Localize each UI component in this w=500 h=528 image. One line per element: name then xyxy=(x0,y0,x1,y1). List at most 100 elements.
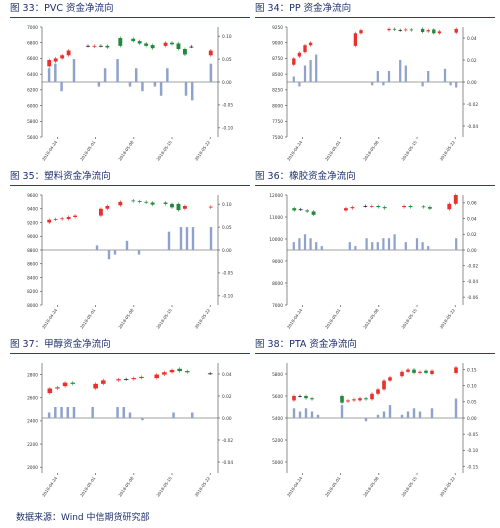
flow-bar xyxy=(116,407,119,418)
flow-bar xyxy=(95,245,99,250)
title-rule xyxy=(255,353,495,354)
flow-bar xyxy=(54,63,57,82)
flow-bar xyxy=(399,60,402,82)
flow-bar xyxy=(47,412,51,418)
flow-bar xyxy=(309,238,312,250)
flow-bar xyxy=(292,408,296,418)
left-tick-label: 6000 xyxy=(27,103,38,109)
flow-bar xyxy=(382,82,385,86)
candle xyxy=(406,369,410,372)
candle xyxy=(131,38,136,42)
flow-bar xyxy=(60,82,63,92)
candle xyxy=(47,388,53,394)
flow-bar xyxy=(172,412,175,418)
flow-bar xyxy=(427,71,430,82)
candle xyxy=(70,382,76,384)
chart-title: 图 34：PP 资金净流向 xyxy=(255,3,352,14)
candle xyxy=(144,43,149,46)
candle xyxy=(453,195,458,204)
x-tick-label: 2018-05-22 xyxy=(194,475,212,497)
x-tick-label: 2018-05-01 xyxy=(324,139,342,161)
x-tick-label: 2018-05-22 xyxy=(439,475,457,497)
left-tick-label: 8250 xyxy=(272,88,283,94)
flow-bar xyxy=(185,227,189,250)
candle xyxy=(182,206,187,209)
x-tick-label: 2018-05-01 xyxy=(79,307,97,329)
flow-bar xyxy=(340,405,344,418)
candle xyxy=(370,393,374,400)
x-tick-label: 2018-05-22 xyxy=(194,139,212,161)
right-tick-label: -0.15 xyxy=(467,464,478,470)
flow-bar xyxy=(66,407,70,418)
left-tick-label: 8600 xyxy=(27,262,38,268)
candle xyxy=(47,219,52,223)
candle xyxy=(184,371,190,373)
candle xyxy=(73,215,78,217)
flow-bar xyxy=(47,68,51,82)
flow-bar xyxy=(184,82,188,96)
flow-bar xyxy=(137,250,141,255)
candle xyxy=(53,58,58,62)
candle xyxy=(409,29,414,31)
candle xyxy=(163,42,168,46)
chart-title: 图 35：塑料资金净流向 xyxy=(10,171,111,182)
title-rule xyxy=(10,353,250,354)
x-tick-label: 2018-05-08 xyxy=(362,139,380,161)
candle xyxy=(162,372,167,375)
left-tick-label: 2200 xyxy=(27,442,38,448)
candle xyxy=(182,49,187,55)
left-tick-label: 8000 xyxy=(272,281,283,287)
candle xyxy=(308,42,313,46)
left-tick-label: 8500 xyxy=(272,72,283,78)
candle xyxy=(447,203,452,210)
candle xyxy=(418,371,422,373)
flow-bar xyxy=(320,246,323,250)
right-tick-label: 0.00 xyxy=(467,80,477,86)
x-tick-label: 2018-04-24 xyxy=(286,475,304,497)
flow-bar xyxy=(209,227,213,250)
x-tick-label: 2018-04-24 xyxy=(41,475,59,497)
chart-title: 图 37：甲醇资金净流向 xyxy=(10,339,111,350)
right-tick-label: -0.04 xyxy=(467,124,478,130)
candle xyxy=(105,206,110,209)
candle xyxy=(426,30,430,32)
flow-bar xyxy=(455,238,458,250)
flow-bar xyxy=(382,411,386,418)
x-tick-label: 2018-05-01 xyxy=(79,139,97,161)
x-tick-label: 2018-05-08 xyxy=(362,307,380,329)
candle xyxy=(154,374,160,379)
left-tick-label: 8200 xyxy=(27,289,38,295)
candle xyxy=(93,383,98,389)
flow-bar xyxy=(316,414,320,418)
left-tick-label: 9200 xyxy=(27,220,38,226)
candle xyxy=(139,376,144,379)
candle xyxy=(150,202,155,205)
candle xyxy=(359,30,363,34)
right-tick-label: -0.02 xyxy=(467,264,478,270)
candle xyxy=(398,30,402,31)
title-rule xyxy=(10,17,250,18)
flow-bar xyxy=(371,82,374,86)
x-tick-label: 2018-05-08 xyxy=(117,475,135,497)
candle xyxy=(62,382,68,387)
left-tick-label: 9000 xyxy=(272,41,283,47)
flow-bar xyxy=(310,411,314,418)
flow-bar xyxy=(354,246,357,250)
right-tick-label: 0.10 xyxy=(222,34,232,40)
candle xyxy=(98,45,103,47)
flow-bar xyxy=(298,238,301,250)
right-tick-label: 0.10 xyxy=(467,383,477,389)
flow-bar xyxy=(122,407,126,418)
flow-bar xyxy=(315,54,318,82)
right-tick-label: 0.05 xyxy=(222,225,232,231)
candle xyxy=(392,28,397,30)
flow-bar xyxy=(72,407,76,418)
chart-svg: 9600 9400 9200 9000 8800 8600 8400 8200 8000 0.10… xyxy=(27,193,233,330)
left-tick-label: 5200 xyxy=(272,438,283,444)
candle xyxy=(297,52,302,57)
flow-bar xyxy=(315,242,318,250)
flow-bar xyxy=(191,227,195,250)
candle xyxy=(208,50,213,56)
right-tick-label: -0.06 xyxy=(467,295,478,301)
flow-bar xyxy=(404,65,407,82)
